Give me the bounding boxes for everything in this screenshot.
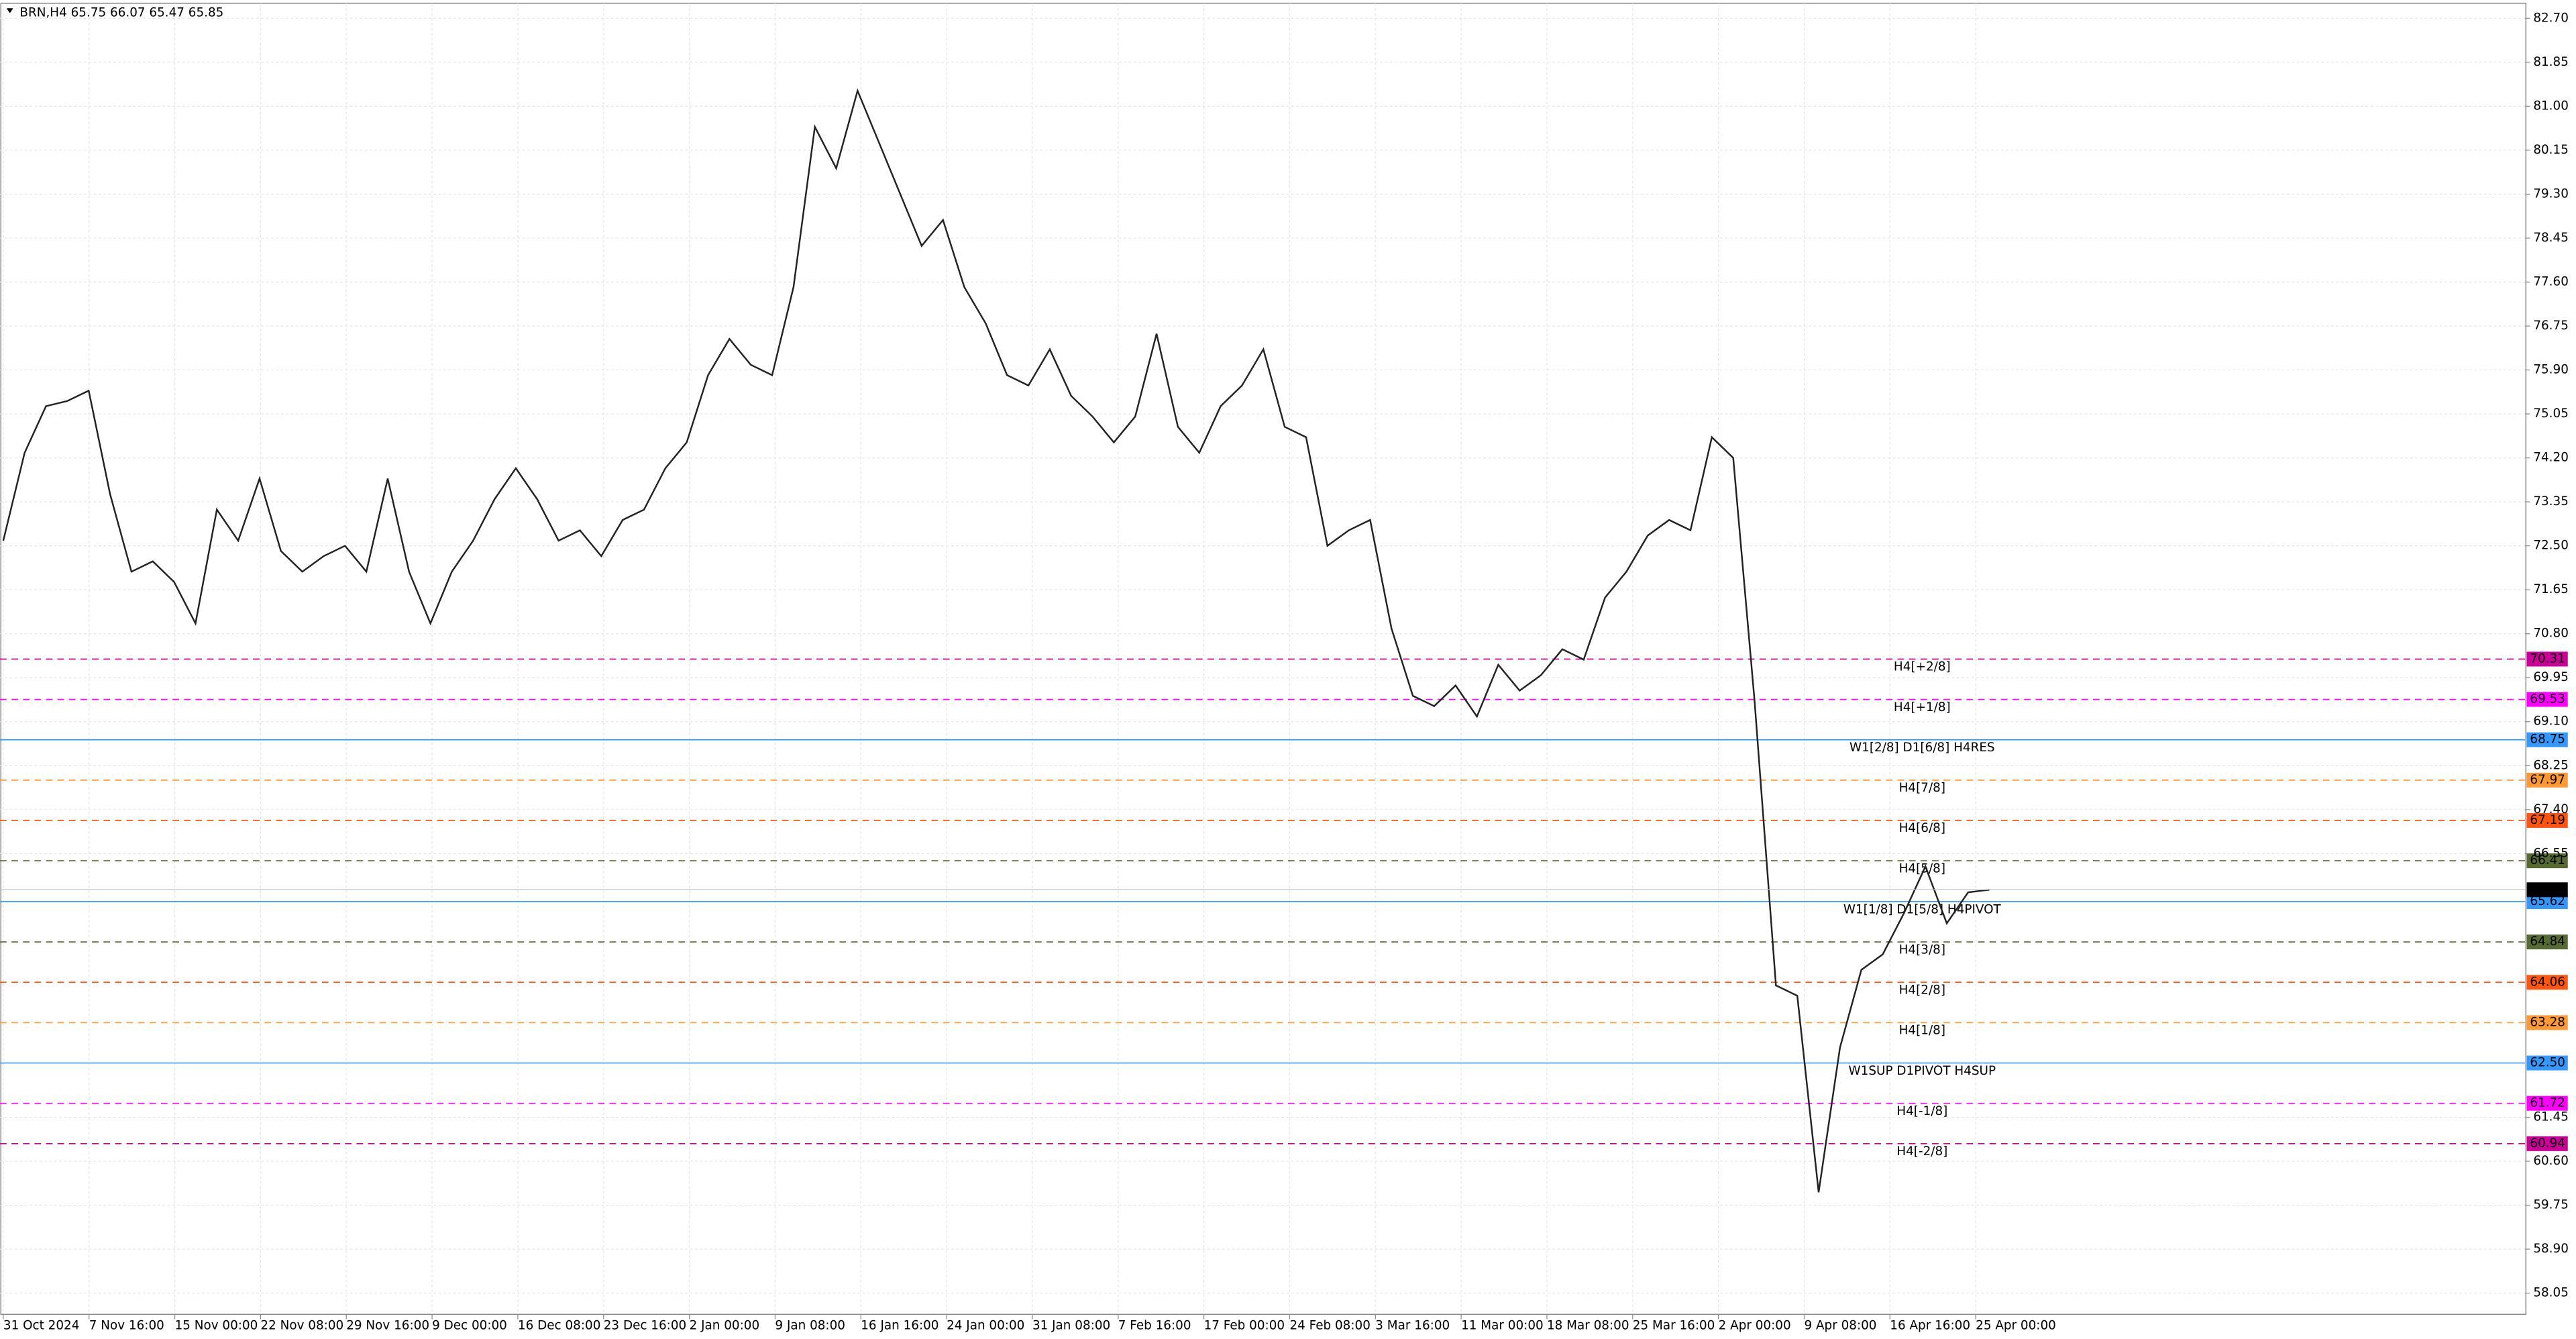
x-tick-label: 31 Oct 2024 <box>3 1318 80 1332</box>
x-tick-label: 25 Apr 00:00 <box>1976 1318 2056 1332</box>
y-tick-label: 72.50 <box>2533 539 2569 553</box>
level-label: H4[-2/8] <box>1896 1144 1947 1159</box>
price-tag-label: 67.19 <box>2530 813 2565 827</box>
price-tag-label: 69.53 <box>2530 692 2565 706</box>
price-tag <box>2526 975 2568 990</box>
price-tag-label: 63.28 <box>2530 1015 2565 1029</box>
x-tick-label: 15 Nov 00:00 <box>175 1318 258 1332</box>
y-tick-label: 76.75 <box>2533 319 2569 333</box>
price-tag <box>2526 772 2568 788</box>
price-tag-label: 64.06 <box>2530 975 2565 989</box>
x-tick-label: 2 Jan 00:00 <box>690 1318 760 1332</box>
x-tick-label: 29 Nov 16:00 <box>346 1318 429 1332</box>
x-tick-label: 2 Apr 00:00 <box>1719 1318 1791 1332</box>
axes: 82.70 81.85 81.00 80.15 79.30 78.45 77.60 76.75… <box>0 11 2569 1332</box>
price-tag-label: 68.75 <box>2530 733 2565 747</box>
price-tag <box>2526 894 2568 910</box>
y-tick-label: 61.45 <box>2533 1110 2569 1124</box>
level-label: H4[2/8] <box>1899 983 1945 998</box>
y-tick-label: 78.45 <box>2533 231 2569 245</box>
y-tick-label: 66.55 <box>2533 846 2569 860</box>
price-tag-label: 67.97 <box>2530 773 2565 787</box>
y-tick-label: 68.25 <box>2533 758 2569 772</box>
menu-arrow[interactable] <box>6 8 13 13</box>
levels: H4[+2/8] 70.31 H4[+1/8] 69.53 W1[2/8] D1[6/8… <box>0 651 2568 1159</box>
last-price-tag <box>2526 882 2568 898</box>
price-line <box>2 88 1990 1193</box>
level-label: H4[6/8] <box>1899 821 1945 835</box>
x-tick-label: 17 Feb 00:00 <box>1204 1318 1285 1332</box>
y-tick-label: 58.05 <box>2533 1286 2569 1300</box>
price-tag-label: 64.84 <box>2530 934 2565 949</box>
y-tick-label: 82.70 <box>2533 11 2569 25</box>
y-tick-label: 80.15 <box>2533 143 2569 157</box>
y-tick-label: 69.10 <box>2533 714 2569 729</box>
x-tick-label: 16 Apr 16:00 <box>1890 1318 1970 1332</box>
x-tick-label: 3 Mar 16:00 <box>1375 1318 1450 1332</box>
y-tick-label: 70.80 <box>2533 627 2569 641</box>
x-tick-label: 24 Feb 08:00 <box>1289 1318 1370 1332</box>
level-label: H4[1/8] <box>1899 1024 1945 1038</box>
x-tick-label: 23 Dec 16:00 <box>604 1318 686 1332</box>
price-tag <box>2526 934 2568 950</box>
x-tick-label: 25 Mar 16:00 <box>1633 1318 1715 1332</box>
level-label: W1[1/8] D1[5/8] H4PIVOT <box>1843 902 2002 916</box>
level-label: H4[5/8] <box>1899 861 1945 875</box>
y-tick-label: 58.90 <box>2533 1242 2569 1256</box>
x-tick-label: 7 Nov 16:00 <box>89 1318 164 1332</box>
level-label: H4[7/8] <box>1899 781 1945 795</box>
price-tag-label: 62.50 <box>2530 1056 2565 1070</box>
x-tick-label: 31 Jan 08:00 <box>1032 1318 1110 1332</box>
y-tick-label: 79.30 <box>2533 186 2569 201</box>
y-tick-label: 59.75 <box>2533 1198 2569 1212</box>
x-tick-label: 16 Dec 08:00 <box>518 1318 600 1332</box>
price-tag <box>2526 732 2568 747</box>
level-label: H4[3/8] <box>1899 943 1945 957</box>
y-tick-label: 77.60 <box>2533 274 2569 288</box>
x-tick-label: 16 Jan 16:00 <box>861 1318 938 1332</box>
last-price-label: 65.85 <box>2530 882 2565 896</box>
x-tick-label: 24 Jan 00:00 <box>947 1318 1024 1332</box>
price-tag-label: 70.31 <box>2530 651 2565 665</box>
series <box>2 88 1990 1193</box>
y-tick-label: 60.60 <box>2533 1154 2569 1168</box>
y-tick-label: 75.90 <box>2533 363 2569 377</box>
level-label: H4[-1/8] <box>1896 1104 1947 1118</box>
y-tick-label: 67.40 <box>2533 802 2569 816</box>
y-tick-label: 71.65 <box>2533 582 2569 596</box>
price-tag <box>2526 651 2568 667</box>
price-tag-label: 66.41 <box>2530 853 2565 867</box>
level-label: H4[+2/8] <box>1894 660 1951 674</box>
y-tick-label: 69.95 <box>2533 670 2569 684</box>
price-tag-label: 65.62 <box>2530 894 2565 908</box>
level-label: W1[2/8] D1[6/8] H4RES <box>1849 741 1995 755</box>
price-tag <box>2526 853 2568 869</box>
level-label: W1SUP D1PIVOT H4SUP <box>1849 1064 1996 1078</box>
price-tag <box>2526 1055 2568 1071</box>
x-tick-label: 22 Nov 08:00 <box>260 1318 343 1332</box>
chart-title: BRN,H4 65.75 66.07 65.47 65.85 <box>19 6 223 20</box>
x-tick-label: 9 Dec 00:00 <box>432 1318 507 1332</box>
price-tag <box>2526 692 2568 707</box>
x-tick-label: 11 Mar 00:00 <box>1461 1318 1544 1332</box>
price-tag <box>2526 1136 2568 1151</box>
price-tag <box>2526 1015 2568 1030</box>
y-tick-label: 81.85 <box>2533 55 2569 69</box>
x-tick-label: 9 Apr 08:00 <box>1804 1318 1876 1332</box>
y-tick-label: 81.00 <box>2533 99 2569 113</box>
price-tag <box>2526 1095 2568 1111</box>
y-tick-label: 75.05 <box>2533 407 2569 421</box>
level-label: H4[+1/8] <box>1894 700 1951 714</box>
price-tag-label: 61.72 <box>2530 1096 2565 1110</box>
y-tick-label: 74.20 <box>2533 451 2569 465</box>
price-tag-label: 60.94 <box>2530 1136 2565 1150</box>
x-tick-label: 7 Feb 16:00 <box>1118 1318 1191 1332</box>
price-tag <box>2526 812 2568 828</box>
y-tick-label: 73.35 <box>2533 494 2569 508</box>
x-tick-label: 18 Mar 08:00 <box>1547 1318 1629 1332</box>
x-tick-label: 9 Jan 08:00 <box>775 1318 845 1332</box>
